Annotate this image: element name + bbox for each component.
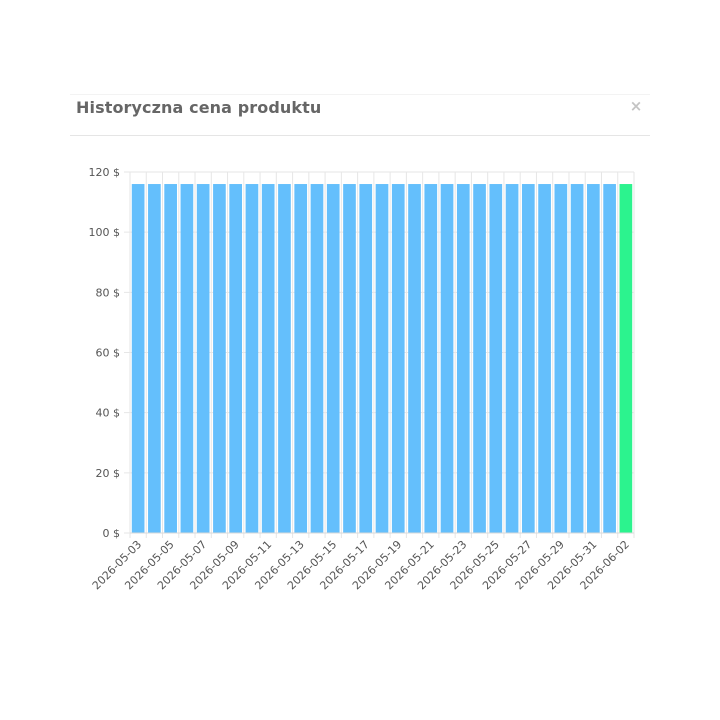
bar [570, 184, 584, 534]
bar [261, 184, 275, 534]
bar [278, 184, 291, 534]
bar [229, 184, 243, 534]
bar [294, 184, 308, 534]
bar [196, 184, 210, 534]
bar [375, 184, 389, 534]
dialog-title: Historyczna cena produktu [76, 98, 322, 117]
bar [180, 184, 194, 534]
bar [505, 184, 519, 534]
y-tick-label: 120 $ [89, 166, 121, 179]
bar [473, 184, 486, 534]
y-tick-label: 40 $ [96, 407, 121, 420]
bar [538, 184, 551, 534]
bar [408, 184, 421, 534]
dialog-header: Historyczna cena produktu × [70, 94, 650, 136]
bar [359, 184, 373, 534]
bar [343, 184, 356, 534]
bar [310, 184, 324, 534]
bar [587, 184, 600, 534]
bar [391, 184, 405, 534]
bar [326, 184, 340, 534]
y-tick-label: 100 $ [89, 226, 121, 239]
bar [424, 184, 438, 534]
bar [131, 184, 145, 534]
bar [554, 184, 568, 534]
bar [489, 184, 503, 534]
y-tick-label: 20 $ [96, 467, 121, 480]
bar [164, 184, 177, 534]
bar [619, 184, 633, 534]
bar [521, 184, 535, 534]
bar [603, 184, 616, 534]
y-tick-label: 60 $ [96, 347, 121, 360]
bar [440, 184, 454, 534]
bar [213, 184, 226, 534]
bar [456, 184, 470, 534]
bar [245, 184, 259, 534]
close-button[interactable]: × [629, 97, 643, 115]
y-tick-label: 0 $ [103, 527, 121, 540]
bar [148, 184, 161, 534]
y-tick-label: 80 $ [96, 286, 121, 299]
